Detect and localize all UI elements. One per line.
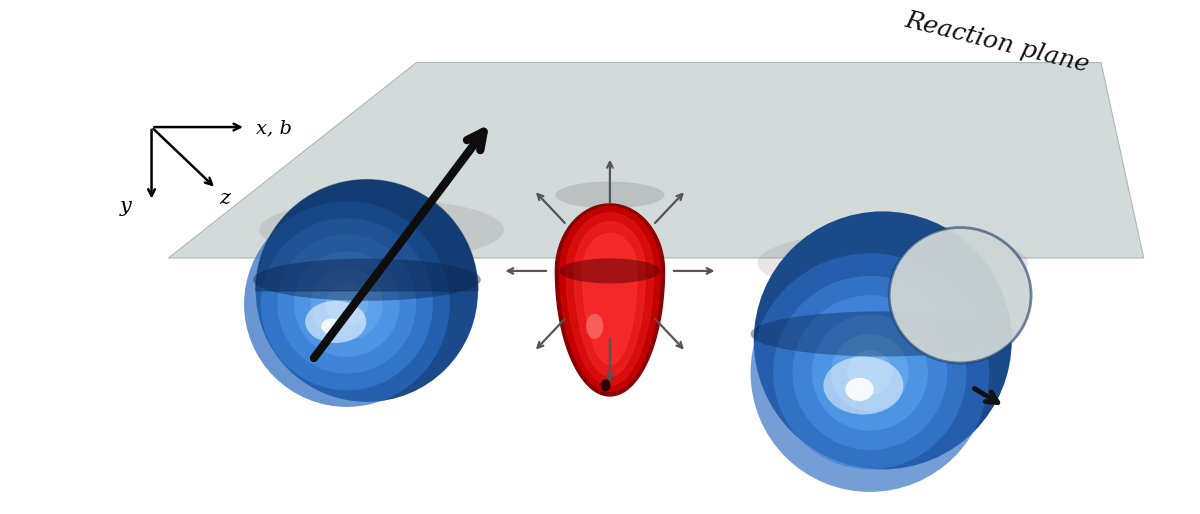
Ellipse shape	[750, 311, 1015, 357]
Polygon shape	[556, 204, 665, 396]
Text: Reaction plane: Reaction plane	[902, 9, 1092, 77]
Text: x, b: x, b	[256, 119, 292, 137]
Ellipse shape	[311, 268, 383, 340]
Ellipse shape	[253, 259, 481, 301]
Ellipse shape	[256, 180, 478, 402]
Ellipse shape	[325, 283, 368, 325]
Polygon shape	[168, 63, 1144, 258]
Ellipse shape	[601, 379, 611, 392]
Ellipse shape	[559, 259, 660, 283]
Text: z: z	[220, 189, 230, 208]
Text: y: y	[120, 197, 132, 216]
Polygon shape	[559, 207, 660, 392]
Ellipse shape	[277, 235, 416, 374]
Ellipse shape	[322, 319, 341, 334]
Ellipse shape	[832, 334, 908, 411]
Polygon shape	[583, 233, 637, 364]
Ellipse shape	[260, 218, 433, 390]
Ellipse shape	[773, 276, 966, 469]
Ellipse shape	[792, 295, 947, 450]
Ellipse shape	[586, 314, 604, 339]
Polygon shape	[575, 222, 646, 376]
Ellipse shape	[889, 228, 1031, 363]
Ellipse shape	[754, 211, 1012, 469]
Ellipse shape	[305, 301, 366, 343]
Ellipse shape	[556, 181, 665, 208]
Ellipse shape	[845, 378, 874, 401]
Ellipse shape	[259, 199, 504, 260]
Ellipse shape	[847, 350, 893, 395]
Ellipse shape	[823, 357, 904, 414]
Ellipse shape	[757, 231, 1028, 295]
Ellipse shape	[812, 315, 928, 431]
Polygon shape	[566, 213, 654, 385]
Ellipse shape	[244, 201, 450, 407]
Ellipse shape	[750, 253, 989, 492]
Polygon shape	[256, 180, 478, 291]
Ellipse shape	[294, 251, 400, 357]
